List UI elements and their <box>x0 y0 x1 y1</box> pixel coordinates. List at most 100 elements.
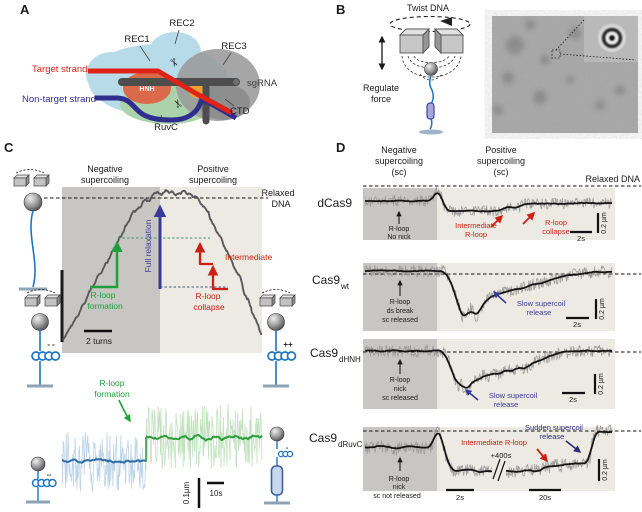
label-relaxed: Relaxed <box>261 188 294 198</box>
label-rloop-collapse-2: collapse <box>193 302 224 312</box>
ann-intermediate-2: R-loop <box>465 230 487 239</box>
panel-b: B Twist DNA Regulate force <box>336 2 638 135</box>
label-extension-scale: 0.1µm <box>182 481 191 504</box>
row-label-dcas9: dCas9 <box>317 196 352 210</box>
ann-plus400s: +400s <box>491 451 512 460</box>
rloop-time-trace-green <box>145 403 263 470</box>
ann-intermediate-rloop: Intermediate R-loop <box>461 438 527 447</box>
dashed-connectors <box>118 237 228 288</box>
target-strand <box>88 68 234 116</box>
label-twist-dna: Twist DNA <box>407 3 449 13</box>
zoom-callout <box>551 19 637 61</box>
label-negative: Negative <box>87 164 123 174</box>
panel-d: D Negative supercoiling (sc) Positive su… <box>309 140 641 502</box>
cas9dhnh-trace <box>364 344 613 396</box>
label-rec1: REC1 <box>124 34 149 45</box>
rloop-collapse-arrow <box>207 264 228 291</box>
bead-diffraction-inset <box>584 16 638 62</box>
positive-sc-region <box>160 187 262 353</box>
y-scale-label: 0.2 µm <box>602 459 609 481</box>
dcas9-trace <box>364 186 613 217</box>
intermediate-arrow <box>194 241 213 266</box>
label-time-scale: 10s <box>210 489 223 498</box>
ann-nick: nick <box>393 484 406 491</box>
rloop-time-trace-blue <box>61 431 147 492</box>
y-scale-label: 0.2 µm <box>601 212 608 234</box>
label-negative-2: supercoiling <box>81 175 129 185</box>
ann-rloop: R-loop <box>390 299 411 306</box>
y-scale-label: 0.2 µm <box>599 298 606 320</box>
row-label-cas9wt: Cas9 <box>312 273 340 287</box>
ann-sudden-supercoil: Sudden supercoil <box>525 423 583 432</box>
negative-sc-region <box>62 187 160 353</box>
panel-a: A ✂ ✂ REC1 REC2 REC3 HNH <box>20 2 278 133</box>
label-minus-tiny: - <box>286 445 289 452</box>
ann-release: release <box>494 400 519 409</box>
y-axis-bar <box>60 270 64 342</box>
panel-d-letter: D <box>336 140 345 155</box>
label-regulate: Regulate <box>363 83 399 93</box>
ann-release: release <box>527 308 552 317</box>
cas9druvc-trace <box>364 424 613 479</box>
ann-nick: nick <box>394 386 407 393</box>
rloop-collapse-arrow-d <box>522 211 536 225</box>
row-dcas9: dCas9 R-loop No nick Intermediate R-loop… <box>317 185 641 243</box>
microscopy-image <box>492 16 638 133</box>
sudden-release-arrow <box>565 440 582 453</box>
panel-c-letter: C <box>4 140 14 155</box>
label-d-negative: Negative <box>381 145 417 155</box>
label-positive-2: supercoiling <box>189 175 237 185</box>
label-minus-minus: - - <box>47 340 55 349</box>
t-scale-label: 2s <box>456 493 464 502</box>
tether-icon-bottom-left: -- <box>26 456 57 504</box>
tether-icon-negative-sc: - - <box>24 289 61 388</box>
row-label-cas9druvc-sub: dRuvC <box>338 440 363 449</box>
ann-dsbreak: ds break <box>387 308 414 315</box>
label-rloop-formation-2: formation <box>87 301 123 311</box>
tether-icon-cas9-bound: - <box>264 426 294 505</box>
intermediate-rloop-arrow <box>536 448 549 463</box>
row-label-cas9wt-sub: wt <box>340 282 350 291</box>
ann-slow-supercoil: Slow supercoil <box>489 391 538 400</box>
t-scale-label: 2s <box>569 395 577 404</box>
intermediate-rloop-arrow <box>490 214 504 228</box>
panel-b-letter: B <box>336 2 345 17</box>
cas9-on-dna <box>426 102 435 120</box>
ann-intermediate: Intermediate <box>455 221 497 230</box>
label-turns-scale: 2 turns <box>86 336 112 346</box>
tether-icon-positive-sc: ++ <box>259 289 297 388</box>
label-intermediate: Intermediate <box>225 252 273 262</box>
panel-a-letter: A <box>20 2 30 17</box>
ann-rloop: R-loop <box>389 226 410 233</box>
scissors-icon: ✂ <box>166 56 181 69</box>
t-scale-label: 2s <box>573 320 581 329</box>
label-rloop-collapse: R-loop <box>195 291 220 301</box>
row-label-cas9dhnh-sub: dHNH <box>339 355 361 364</box>
magnet-cubes <box>398 27 465 55</box>
ann-collapse-2: collapse <box>542 227 570 236</box>
label-ctd: CTD <box>230 106 250 117</box>
ann-slow-supercoil: Slow supercoil <box>517 299 566 308</box>
label-rloop-formation: R-loop <box>90 290 115 300</box>
twist-rotation-arrow <box>389 15 471 33</box>
row-label-cas9druvc: Cas9 <box>309 431 337 445</box>
ann-rloop: R-loop <box>389 476 410 483</box>
label-full-relaxation: Full relaxation <box>143 219 153 272</box>
y-scale-label: 0.2 µm <box>598 373 605 395</box>
ann-screleased: sc released <box>382 317 418 324</box>
tether-icon-relaxed <box>13 169 50 291</box>
label-positive: Positive <box>197 164 229 174</box>
label-relaxed-dna: DNA <box>271 199 290 209</box>
t2-scale-label: 20s <box>539 493 551 502</box>
ann-sc-not-released: sc not released <box>373 493 421 500</box>
label-d-positive: Positive <box>485 145 517 155</box>
label-sgrna: sgRNA <box>247 78 278 89</box>
label-hnh: HNH <box>139 86 154 93</box>
label-ruvc: RuvC <box>154 122 178 133</box>
ann-collapse: R-loop <box>545 218 567 227</box>
row-cas9-druvc: Cas9 dRuvC +400s R-loop nick sc not rele… <box>309 423 641 502</box>
label-non-target-strand: Non-target strand <box>22 94 96 105</box>
ann-screleased: sc released <box>382 395 418 402</box>
label-d-negative-2: supercoiling <box>375 156 423 166</box>
